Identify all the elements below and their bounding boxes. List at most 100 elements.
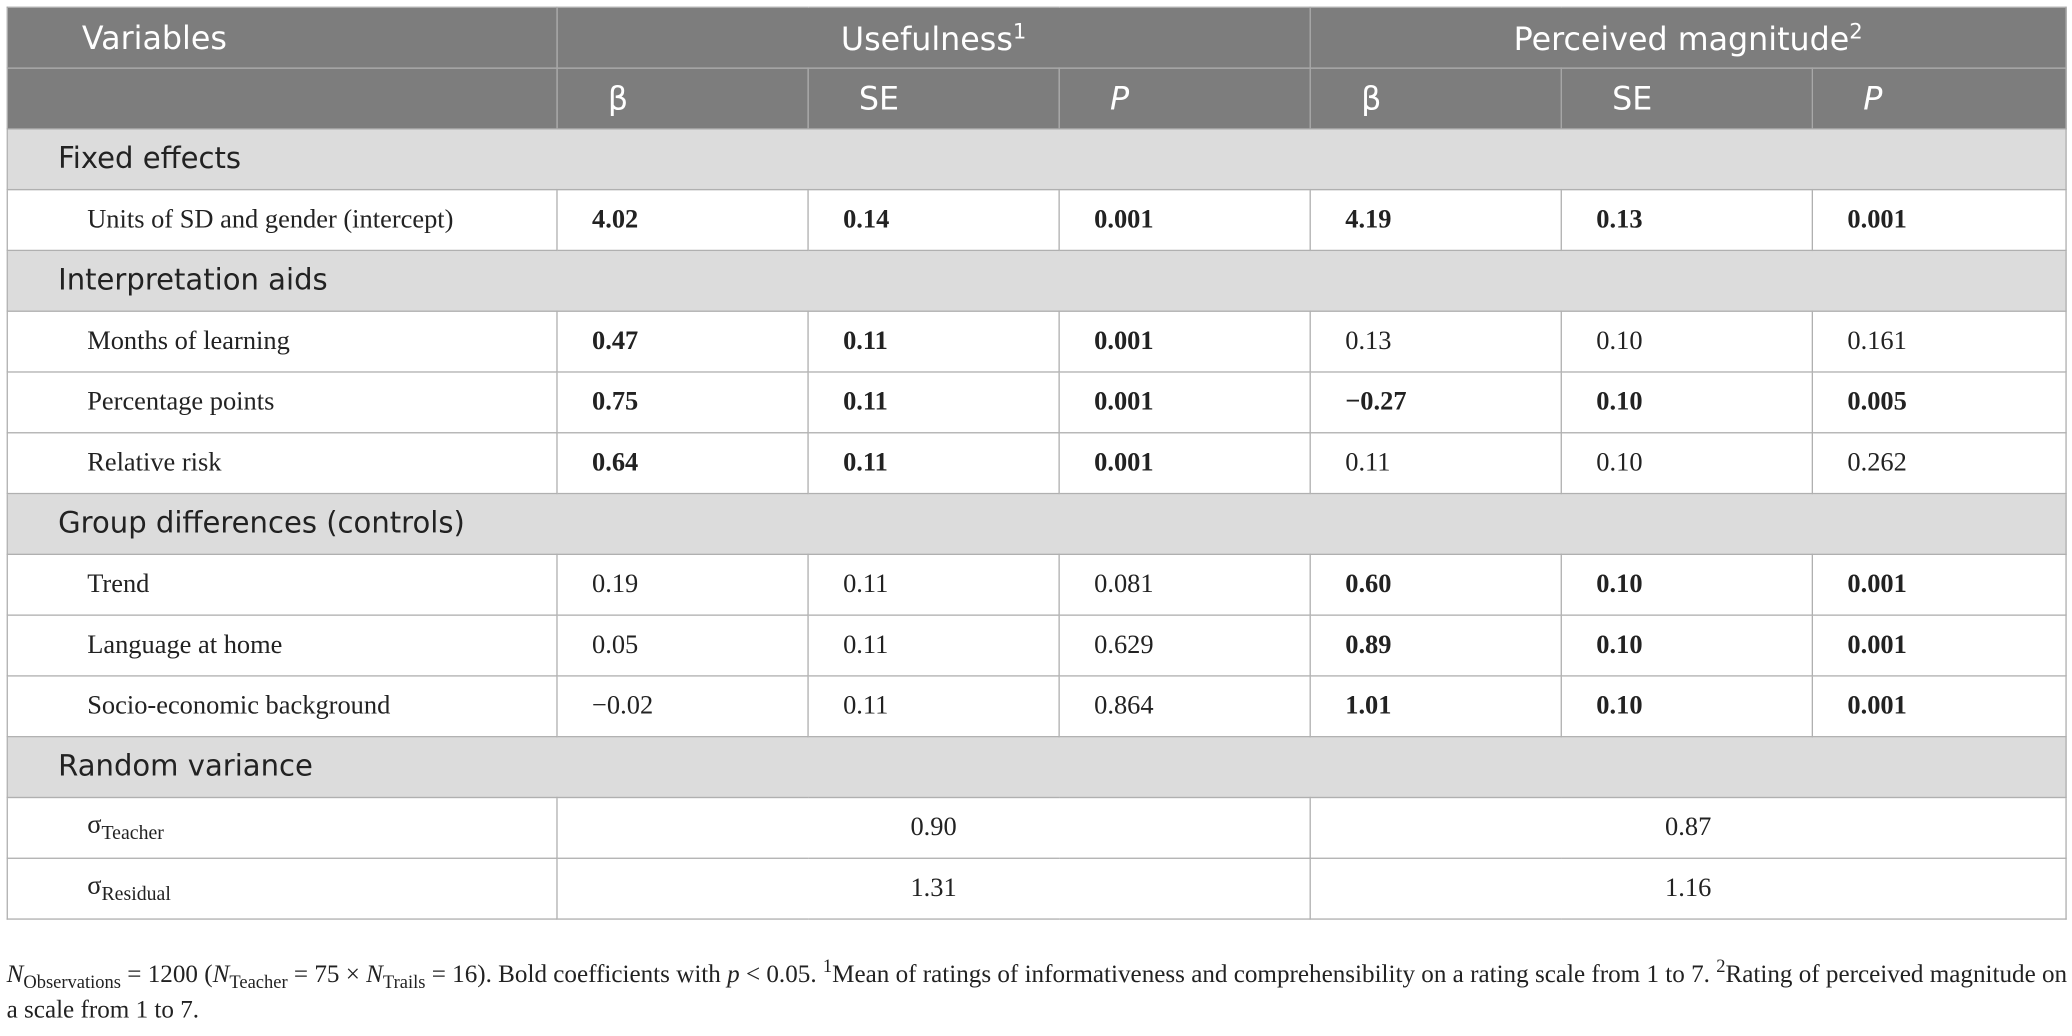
- subheader-text: β: [1361, 79, 1382, 117]
- data-cell: 0.11: [807, 432, 1060, 495]
- data-row: σTeacher 0.90 0.87: [6, 796, 2067, 859]
- header-cell: Usefulness1: [556, 6, 1311, 69]
- data-cell: 0.05: [556, 614, 809, 677]
- data-cell: 0.001: [1058, 371, 1311, 434]
- subheader-text: β: [607, 79, 629, 117]
- section-row: Fixed effects: [6, 128, 2067, 191]
- data-row: Percentage points 0.75 0.11 0.001 −0.27 0.10 0…: [6, 371, 2067, 434]
- header-text: Perceived magnitude: [1513, 20, 1850, 58]
- row-label: Percentage points: [6, 371, 558, 434]
- data-row: Units of SD and gender (intercept) 4.02 0.…: [6, 188, 2067, 252]
- footnote: NObservations = 1200 (NTeacher = 75 × NT…: [7, 957, 2068, 1028]
- subheader-cell: SE: [1560, 67, 1814, 130]
- footnote-text: = 1200 (: [121, 960, 213, 989]
- row-label-text: σ: [87, 870, 102, 900]
- data-cell: 0.864: [1058, 675, 1311, 738]
- data-row: Trend 0.19 0.11 0.081 0.60 0.10 0.001: [6, 553, 2067, 616]
- data-cell: 1.31: [556, 857, 1311, 920]
- data-cell: 0.11: [807, 614, 1060, 677]
- footnote-text: < 0.05.: [739, 960, 823, 989]
- data-cell: 0.005: [1811, 371, 2067, 434]
- subheader-cell: SE: [807, 67, 1060, 130]
- row-label: Socio-economic background: [6, 675, 558, 738]
- footnote-text: Teacher: [229, 973, 288, 994]
- row-label: Language at home: [6, 614, 558, 677]
- subheader-text: SE: [858, 79, 900, 117]
- row-label: Relative risk: [6, 432, 558, 495]
- row-label-text: Percentage points: [87, 387, 275, 417]
- data-cell: 1.01: [1309, 675, 1562, 738]
- row-label-text: Trend: [87, 569, 150, 599]
- data-cell: 0.001: [1058, 432, 1311, 495]
- data-row: Socio-economic background −0.02 0.11 0.864 1…: [6, 675, 2067, 738]
- footnote-text: N: [212, 960, 230, 989]
- footnote-text: N: [366, 960, 383, 989]
- subheader-text: P: [1863, 79, 1883, 117]
- data-row: Relative risk 0.64 0.11 0.001 0.11 0.10 0.262: [6, 432, 2067, 495]
- data-cell: 0.11: [807, 675, 1060, 738]
- data-cell: 0.90: [556, 796, 1311, 859]
- data-cell: −0.02: [556, 675, 809, 738]
- footnote-text: 1: [822, 957, 833, 978]
- footnote-text: = 75 ×: [287, 960, 367, 989]
- data-row: Months of learning 0.47 0.11 0.001 0.13 0.10 0…: [6, 310, 2067, 373]
- data-cell: 0.10: [1560, 371, 1814, 434]
- subheader-cell: β: [556, 67, 809, 130]
- row-label: σTeacher: [6, 796, 558, 859]
- data-cell: 0.64: [556, 432, 809, 495]
- data-cell: −0.27: [1309, 371, 1562, 434]
- table: Variables Usefulness1 Perceived magnitude2…: [6, 6, 2067, 920]
- data-cell: 4.02: [556, 188, 809, 252]
- footnote-text: Trails: [382, 973, 426, 994]
- header-cell: Perceived magnitude2: [1309, 6, 2067, 69]
- data-cell: 0.001: [1811, 614, 2067, 677]
- data-cell: 0.13: [1560, 188, 1814, 252]
- header-row: Variables Usefulness1 Perceived magnitude2: [6, 6, 2067, 69]
- row-label: Trend: [6, 553, 558, 616]
- header-cell: Variables: [6, 6, 558, 69]
- data-cell: 4.19: [1309, 188, 1562, 252]
- row-label: σResidual: [6, 857, 558, 920]
- data-cell: 0.081: [1058, 553, 1311, 616]
- footnote-text: N: [6, 960, 24, 989]
- footnote-text: = 16). Bold coefficients with: [425, 960, 728, 989]
- row-label-text: σ: [87, 810, 102, 840]
- data-cell: 0.001: [1811, 188, 2067, 252]
- footnote-text: p: [727, 960, 740, 989]
- data-cell: 0.60: [1309, 553, 1562, 616]
- subheader-text: P: [1110, 79, 1130, 117]
- data-row: σResidual 1.31 1.16: [6, 857, 2067, 920]
- header-sup: 2: [1849, 17, 1863, 43]
- row-label-text: Socio-economic background: [87, 691, 391, 721]
- subheader-cell: P: [1058, 67, 1311, 130]
- data-cell: 0.89: [1309, 614, 1562, 677]
- data-cell: 0.001: [1811, 675, 2067, 738]
- section-row: Group differences (controls): [6, 492, 2067, 556]
- data-cell: 0.11: [807, 553, 1060, 616]
- subheader-cell: [6, 67, 558, 130]
- section-title: Group differences (controls): [6, 492, 2067, 556]
- data-cell: 0.10: [1560, 614, 1814, 677]
- row-label-sub: Teacher: [101, 823, 164, 845]
- data-cell: 0.13: [1309, 310, 1562, 373]
- data-cell: 0.75: [556, 371, 809, 434]
- data-cell: 0.10: [1560, 553, 1814, 616]
- footnote-text: Rating of perceived magnitude on a scale…: [6, 960, 2068, 1025]
- section-row: Interpretation aids: [6, 249, 2067, 312]
- header-text: Usefulness: [840, 20, 1013, 58]
- row-label-text: Months of learning: [87, 326, 290, 356]
- subheader-cell: P: [1811, 67, 2067, 130]
- section-row: Random variance: [6, 736, 2067, 799]
- data-cell: 0.629: [1058, 614, 1311, 677]
- header-sup: 1: [1012, 17, 1027, 43]
- row-label-sub: Residual: [101, 884, 171, 906]
- data-cell: 0.11: [1309, 432, 1562, 495]
- data-cell: 0.11: [807, 371, 1060, 434]
- header-text: Variables: [81, 19, 227, 57]
- data-cell: 0.262: [1811, 432, 2067, 495]
- data-cell: 0.10: [1560, 432, 1814, 495]
- footnote-text: Mean of ratings of informativeness and c…: [832, 960, 1717, 989]
